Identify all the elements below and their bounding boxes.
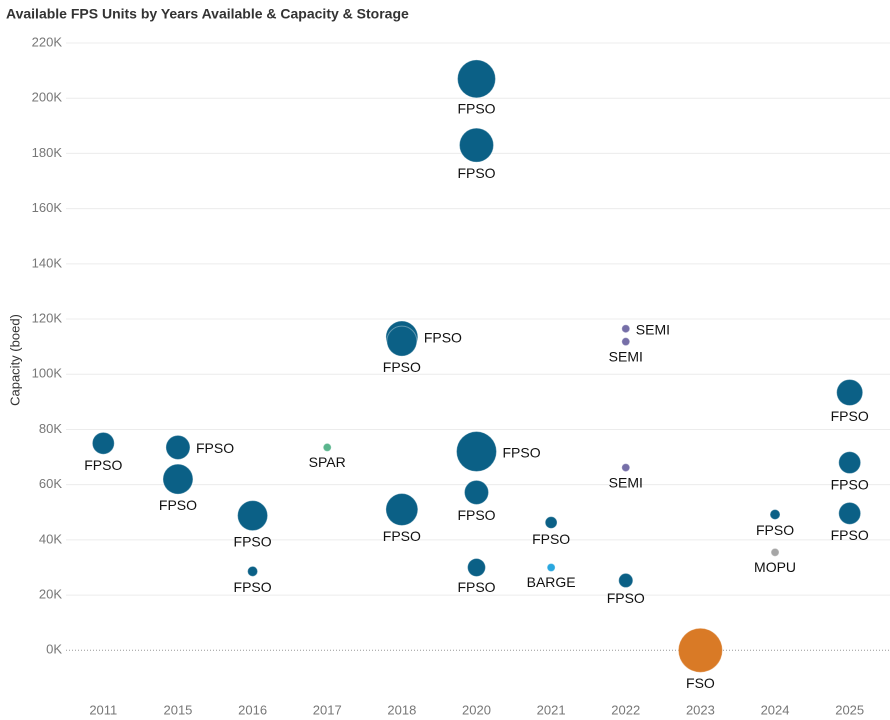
point-label: FPSO (196, 440, 234, 456)
y-tick-label: 80K (39, 421, 62, 436)
point-label: FPSO (383, 528, 421, 544)
x-tick-label: 2011 (89, 702, 117, 717)
bubble (621, 337, 631, 347)
bubble (386, 325, 418, 357)
bubble (237, 500, 269, 532)
x-tick-label: 2022 (611, 702, 640, 717)
x-tick-label: 2021 (537, 702, 566, 717)
x-tick-label: 2023 (686, 702, 715, 717)
bubble (618, 572, 634, 589)
point-label: FPSO (831, 476, 869, 492)
bubble (838, 501, 862, 525)
x-tick-label: 2016 (238, 702, 267, 717)
point-label: FPSO (383, 359, 421, 375)
point-label: FPSO (424, 330, 462, 346)
point-label: SPAR (309, 454, 346, 470)
point-label: FPSO (532, 531, 570, 547)
bubble (544, 516, 558, 529)
point-label: FPSO (831, 408, 869, 424)
bubble (247, 565, 259, 577)
point-label: FPSO (234, 579, 272, 595)
x-tick-label: 2025 (835, 702, 864, 717)
bubble (677, 627, 723, 673)
y-tick-label: 200K (32, 90, 63, 105)
point-label: BARGE (527, 574, 576, 590)
y-tick-label: 160K (32, 200, 63, 215)
y-tick-label: 120K (32, 310, 63, 325)
point-label: FPSO (457, 101, 495, 117)
bubble (165, 434, 191, 460)
x-tick-label: 2017 (313, 702, 342, 717)
x-tick-label: 2024 (761, 702, 790, 717)
point-label: FPSO (457, 165, 495, 181)
y-tick-label: 100K (32, 366, 63, 381)
bubble (463, 479, 490, 505)
bubble (546, 562, 556, 572)
bubble (621, 324, 631, 334)
y-tick-label: 40K (39, 531, 62, 546)
bubble (91, 431, 115, 455)
bubble (456, 431, 497, 473)
point-label: FPSO (159, 497, 197, 513)
bubble (770, 547, 780, 557)
bubble (458, 127, 495, 163)
point-label: FPSO (607, 590, 645, 606)
bubble (769, 508, 781, 520)
x-tick-label: 2018 (387, 702, 416, 717)
y-tick-label: 20K (39, 587, 62, 602)
bubble (322, 442, 332, 452)
point-label: SEMI (609, 348, 643, 364)
point-label: SEMI (609, 474, 643, 490)
x-tick-label: 2020 (462, 702, 491, 717)
y-tick-label: 220K (32, 34, 63, 49)
y-tick-label: 60K (39, 476, 62, 491)
point-label: FPSO (457, 507, 495, 523)
bubble (457, 59, 496, 99)
chart-title: Available FPS Units by Years Available &… (6, 6, 409, 22)
bubble (836, 378, 864, 407)
bubble (621, 463, 631, 473)
point-label: FPSO (234, 533, 272, 549)
bubble (838, 451, 862, 475)
y-tick-label: 0K (46, 642, 62, 657)
bubble (467, 558, 486, 577)
x-tick-label: 2015 (163, 702, 192, 717)
y-axis-label: Capacity (boed) (7, 314, 22, 406)
bubble (385, 493, 419, 526)
y-tick-label: 180K (32, 145, 63, 160)
bubble (162, 463, 194, 495)
point-label: FPSO (457, 579, 495, 595)
point-label: FPSO (503, 444, 541, 460)
point-label: FPSO (84, 457, 122, 473)
point-label: MOPU (754, 559, 796, 575)
point-label: FSO (686, 675, 715, 691)
point-label: FPSO (756, 522, 794, 538)
point-label: SEMI (636, 321, 670, 337)
y-tick-label: 140K (32, 255, 63, 270)
point-label: FPSO (831, 527, 869, 543)
